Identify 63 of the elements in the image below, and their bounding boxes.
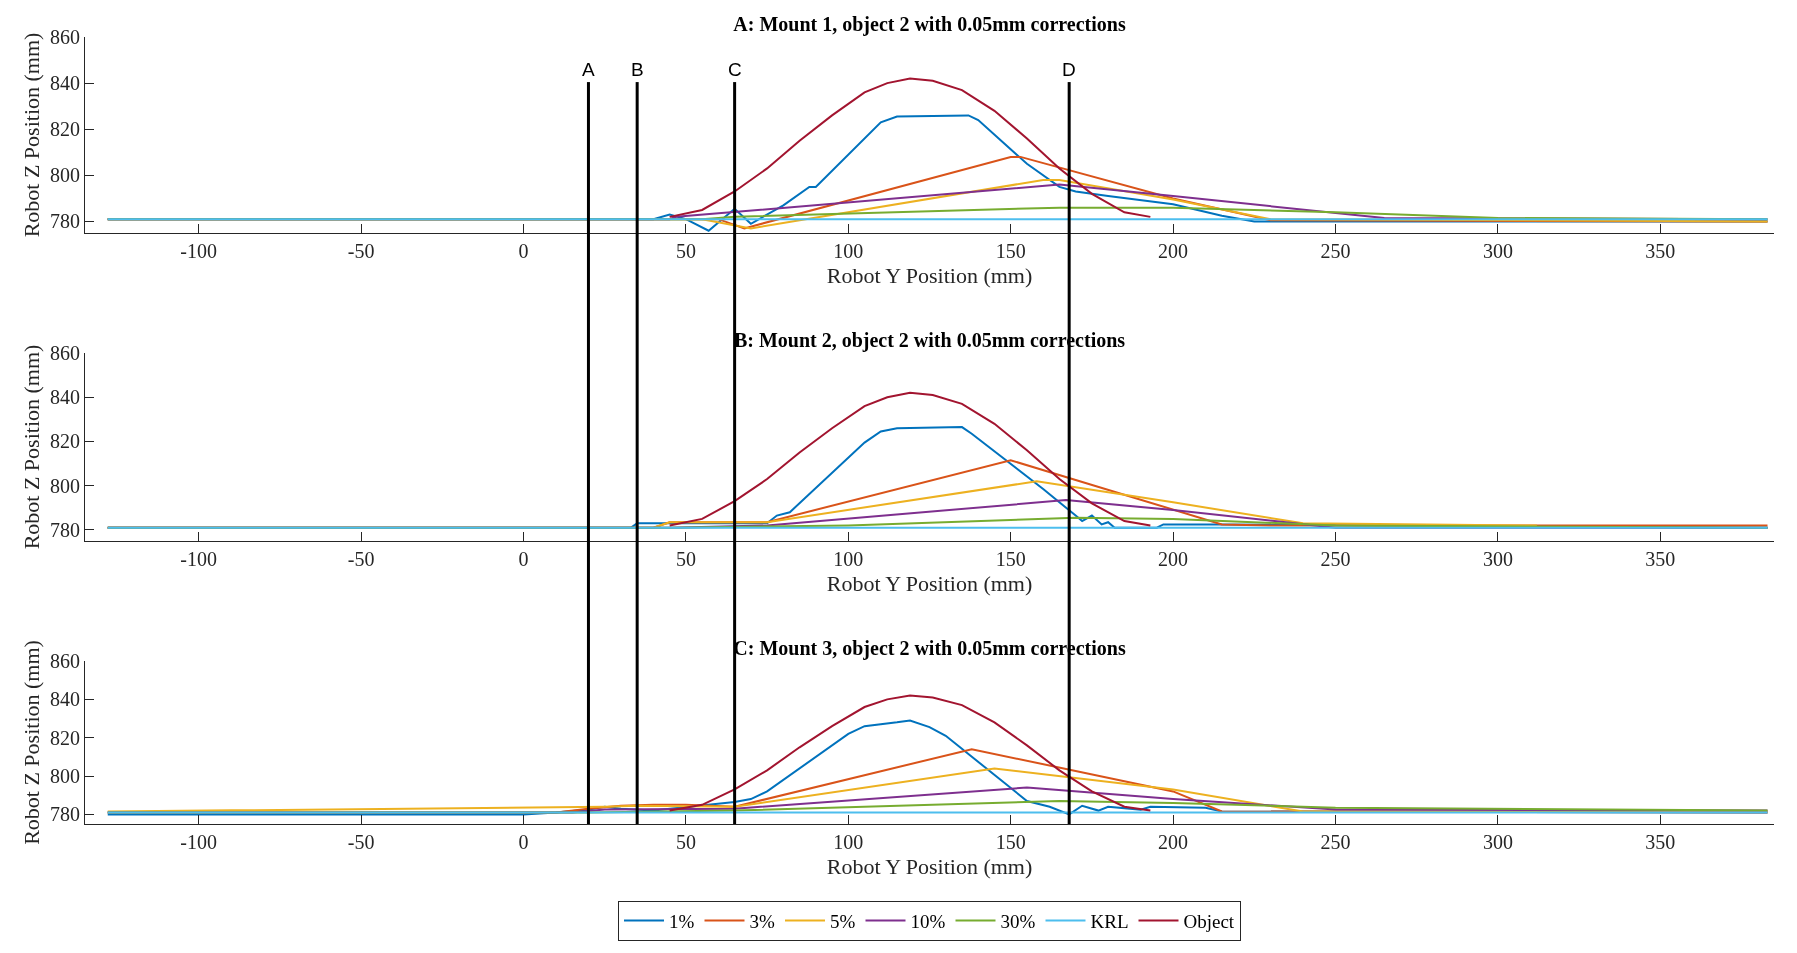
x-tick-label: 50 — [675, 831, 696, 853]
ref-line-label: D — [1062, 59, 1076, 80]
x-tick-label: 150 — [995, 831, 1026, 853]
x-tick-label: 250 — [1320, 831, 1351, 853]
y-tick-label: 820 — [50, 118, 80, 141]
y-axis-title: Robot Z Position (mm) — [18, 32, 44, 238]
x-tick-label: -100 — [180, 831, 218, 853]
legend-label: Object — [1183, 910, 1235, 932]
y-tick-label: 800 — [50, 474, 80, 497]
x-tick-label: 350 — [1645, 548, 1676, 570]
x-axis-title: Robot Y Position (mm) — [826, 853, 1033, 879]
x-tick-label: -50 — [347, 240, 375, 262]
x-tick-label: 300 — [1482, 831, 1513, 853]
x-tick-label: 150 — [995, 548, 1026, 570]
legend-label: KRL — [1090, 910, 1129, 932]
y-tick-label: 800 — [50, 164, 80, 187]
x-tick-label: -50 — [347, 548, 375, 570]
y-tick-label: 780 — [50, 210, 80, 233]
y-tick-label: 840 — [50, 72, 80, 95]
legend-label: 10% — [910, 910, 946, 932]
legend-label: 1% — [669, 910, 695, 932]
y-tick-label: 840 — [50, 688, 80, 711]
y-tick-label: 780 — [50, 518, 80, 541]
y-tick-label: 800 — [50, 765, 80, 788]
x-tick-label: 0 — [518, 548, 529, 570]
x-tick-label: 300 — [1482, 240, 1513, 262]
y-tick-label: 820 — [50, 430, 80, 453]
x-tick-label: -100 — [180, 240, 218, 262]
ref-line-label: A — [582, 59, 595, 80]
x-tick-label: 350 — [1645, 240, 1676, 262]
y-axis-title: Robot Z Position (mm) — [18, 640, 44, 845]
x-tick-label: 300 — [1482, 548, 1513, 570]
y-tick-label: 860 — [50, 26, 80, 48]
chart-title: A: Mount 1, object 2 with 0.05mm corrections — [733, 13, 1126, 36]
x-axis-title: Robot Y Position (mm) — [826, 262, 1033, 288]
y-tick-label: 840 — [50, 386, 80, 409]
x-tick-label: 200 — [1158, 240, 1189, 262]
y-tick-label: 820 — [50, 726, 80, 749]
x-tick-label: 50 — [675, 240, 696, 262]
x-tick-label: 50 — [675, 548, 696, 570]
x-tick-label: 100 — [833, 548, 864, 570]
y-axis-title: Robot Z Position (mm) — [18, 344, 44, 550]
x-tick-label: 0 — [518, 831, 529, 853]
x-tick-label: 100 — [833, 831, 864, 853]
legend-label: 3% — [749, 910, 775, 932]
y-tick-label: 780 — [50, 803, 80, 826]
y-tick-label: 860 — [50, 342, 80, 364]
ref-line-label: B — [631, 59, 644, 80]
x-tick-label: 0 — [518, 240, 529, 262]
x-tick-label: 200 — [1158, 831, 1189, 853]
x-tick-label: 150 — [995, 240, 1026, 262]
x-axis-title: Robot Y Position (mm) — [826, 570, 1033, 596]
x-tick-label: 200 — [1158, 548, 1189, 570]
x-tick-label: 250 — [1320, 240, 1351, 262]
x-tick-label: 350 — [1645, 831, 1676, 853]
legend-label: 5% — [830, 910, 856, 932]
x-tick-label: -100 — [180, 548, 218, 570]
x-tick-label: 250 — [1320, 548, 1351, 570]
legend-label: 30% — [1000, 910, 1036, 932]
y-tick-label: 860 — [50, 650, 80, 672]
ref-line-label: C — [728, 59, 742, 80]
x-tick-label: -50 — [347, 831, 375, 853]
x-tick-label: 100 — [833, 240, 864, 262]
